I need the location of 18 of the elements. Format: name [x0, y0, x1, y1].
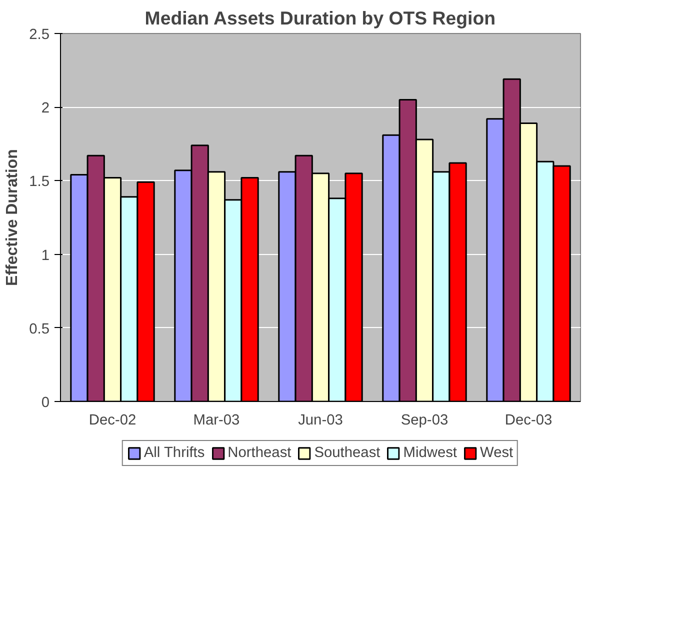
x-tick-label: Jun-03	[298, 412, 343, 428]
legend-label: All Thrifts	[144, 445, 205, 461]
x-tick-label: Sep-03	[400, 412, 448, 428]
y-axis-title: Effective Duration	[4, 149, 22, 286]
x-tick-label: Mar-03	[193, 412, 240, 428]
chart-title: Median Assets Duration by OTS Region	[144, 8, 496, 28]
y-tick-label: 0.5	[29, 321, 50, 338]
y-tick-label: 1	[41, 248, 50, 264]
legend-label: Midwest	[403, 445, 458, 461]
y-tick-label: 1.5	[29, 174, 50, 190]
legend-label: West	[480, 445, 514, 461]
y-tick-label: 2.5	[29, 27, 50, 43]
legend-label: Northeast	[228, 445, 292, 461]
x-tick-label: Dec-02	[88, 412, 136, 428]
y-tick-label: 0	[41, 395, 50, 411]
x-tick-label: Dec-03	[504, 412, 552, 428]
y-tick-label: 2	[41, 100, 50, 117]
legend-label: Southeast	[314, 445, 380, 461]
